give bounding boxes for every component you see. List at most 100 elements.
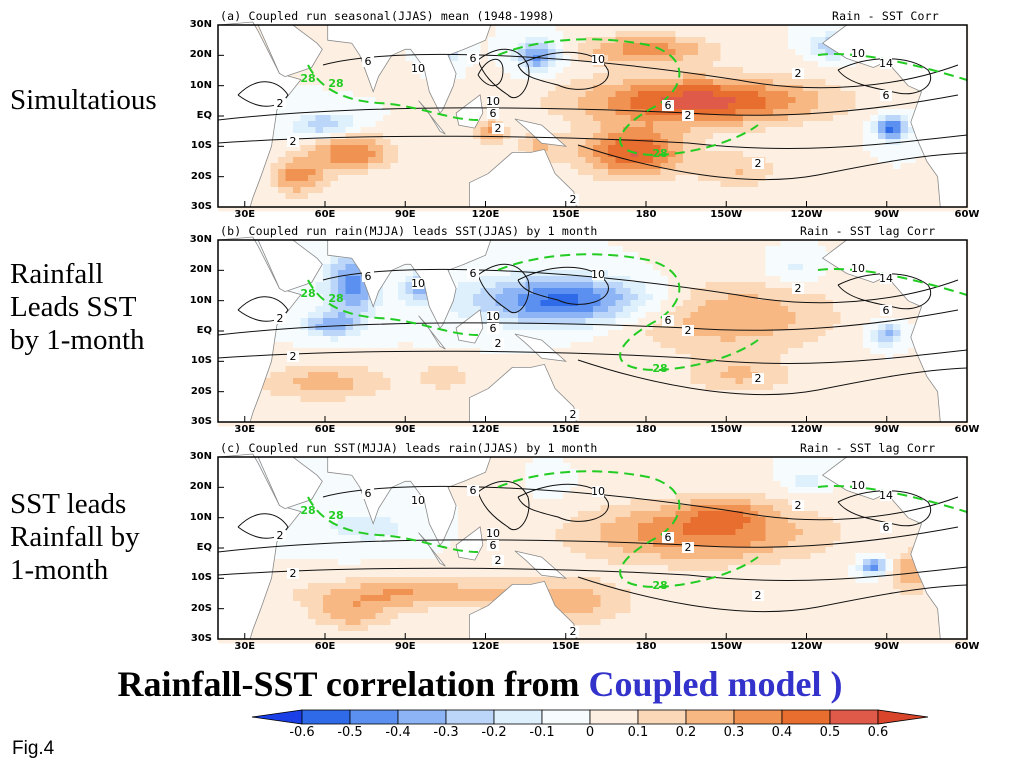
heatmap-cell bbox=[368, 139, 376, 146]
heatmap-cell bbox=[780, 37, 789, 44]
heatmap-cell bbox=[608, 378, 616, 385]
heatmap-cell bbox=[608, 312, 616, 319]
heatmap-cell bbox=[270, 360, 279, 367]
heatmap-cell bbox=[675, 115, 684, 122]
heatmap-cell bbox=[600, 193, 609, 200]
heatmap-cell bbox=[375, 288, 384, 295]
heatmap-cell bbox=[600, 97, 609, 104]
heatmap-cell bbox=[630, 336, 639, 343]
heatmap-cell bbox=[563, 175, 571, 182]
heatmap-cell bbox=[645, 276, 654, 283]
heatmap-cell bbox=[315, 276, 324, 283]
heatmap-cell bbox=[765, 139, 774, 146]
heatmap-cell bbox=[645, 187, 654, 194]
heatmap-cell bbox=[863, 145, 871, 152]
heatmap-cell bbox=[398, 342, 406, 349]
heatmap-cell bbox=[480, 121, 489, 128]
heatmap-cell bbox=[810, 91, 819, 98]
heatmap-cell bbox=[908, 205, 916, 212]
heatmap-cell bbox=[300, 121, 309, 128]
heatmap-cell bbox=[413, 402, 421, 409]
heatmap-cell bbox=[570, 169, 579, 176]
heatmap-cell bbox=[548, 151, 556, 158]
heatmap-cell bbox=[638, 414, 646, 421]
heatmap-cell bbox=[593, 300, 601, 307]
heatmap-cell bbox=[578, 169, 586, 176]
heatmap-cell bbox=[435, 372, 444, 379]
heatmap-cell bbox=[608, 199, 616, 206]
heatmap-cell bbox=[705, 109, 714, 116]
heatmap-cell bbox=[585, 205, 594, 212]
heatmap-cell bbox=[315, 199, 324, 206]
heatmap-cell bbox=[833, 175, 841, 182]
heatmap-cell bbox=[315, 288, 324, 295]
heatmap-cell bbox=[323, 97, 331, 104]
heatmap-cell bbox=[825, 55, 834, 62]
heatmap-cell bbox=[615, 378, 624, 385]
heatmap-cell bbox=[848, 133, 856, 140]
heatmap-cell bbox=[788, 25, 796, 32]
heatmap-cell bbox=[750, 121, 759, 128]
heatmap-cell bbox=[345, 73, 354, 80]
heatmap-cell bbox=[398, 169, 406, 176]
heatmap-cell bbox=[713, 91, 721, 98]
heatmap-cell bbox=[308, 79, 316, 86]
heatmap-cell bbox=[390, 73, 399, 80]
heatmap-cell bbox=[825, 115, 834, 122]
heatmap-cell bbox=[458, 312, 466, 319]
heatmap-cell bbox=[518, 139, 526, 146]
heatmap-cell bbox=[405, 366, 414, 373]
heatmap-cell bbox=[353, 372, 361, 379]
heatmap-cell bbox=[743, 85, 751, 92]
heatmap-cell bbox=[330, 61, 339, 68]
heatmap-cell bbox=[360, 151, 369, 158]
heatmap-cell bbox=[615, 360, 624, 367]
heatmap-cell bbox=[360, 67, 369, 74]
heatmap-cell bbox=[623, 240, 631, 247]
heatmap-cell bbox=[848, 157, 856, 164]
heatmap-cell bbox=[615, 49, 624, 56]
heatmap-cell bbox=[510, 354, 519, 361]
heatmap-cell bbox=[323, 306, 331, 313]
heatmap-cell bbox=[315, 252, 324, 259]
heatmap-cell bbox=[405, 288, 414, 295]
heatmap-cell bbox=[855, 151, 864, 158]
heatmap-cell bbox=[390, 408, 399, 415]
heatmap-cell bbox=[645, 354, 654, 361]
heatmap-cell bbox=[300, 414, 309, 421]
heatmap-cell bbox=[488, 73, 496, 80]
heatmap-cell bbox=[863, 115, 871, 122]
heatmap-cell bbox=[300, 402, 309, 409]
heatmap-cell bbox=[638, 85, 646, 92]
heatmap-cell bbox=[413, 408, 421, 415]
rain-contour-line bbox=[577, 144, 968, 181]
heatmap-cell bbox=[488, 282, 496, 289]
heatmap-cell bbox=[338, 115, 346, 122]
heatmap-cell bbox=[248, 414, 256, 421]
heatmap-cell bbox=[405, 300, 414, 307]
heatmap-cell bbox=[420, 91, 429, 98]
heatmap-cell bbox=[608, 109, 616, 116]
heatmap-cell bbox=[750, 205, 759, 212]
heatmap-cell bbox=[330, 115, 339, 122]
heatmap-cell bbox=[293, 145, 301, 152]
heatmap-cell bbox=[368, 354, 376, 361]
heatmap-cell bbox=[443, 115, 451, 122]
heatmap-cell bbox=[615, 408, 624, 415]
heatmap-cell bbox=[368, 342, 376, 349]
heatmap-cell bbox=[323, 109, 331, 116]
heatmap-cell bbox=[420, 372, 429, 379]
heatmap-cell bbox=[870, 151, 879, 158]
heatmap-cell bbox=[495, 25, 504, 32]
heatmap-cell bbox=[383, 384, 391, 391]
heatmap-cell bbox=[855, 97, 864, 104]
heatmap-cell bbox=[840, 163, 849, 170]
heatmap-cell bbox=[480, 354, 489, 361]
heatmap-cell bbox=[855, 169, 864, 176]
heatmap-cell bbox=[443, 384, 451, 391]
heatmap-cell bbox=[630, 258, 639, 265]
heatmap-cell bbox=[870, 109, 879, 116]
heatmap-cell bbox=[368, 372, 376, 379]
heatmap-cell bbox=[488, 205, 496, 212]
heatmap-cell bbox=[585, 354, 594, 361]
